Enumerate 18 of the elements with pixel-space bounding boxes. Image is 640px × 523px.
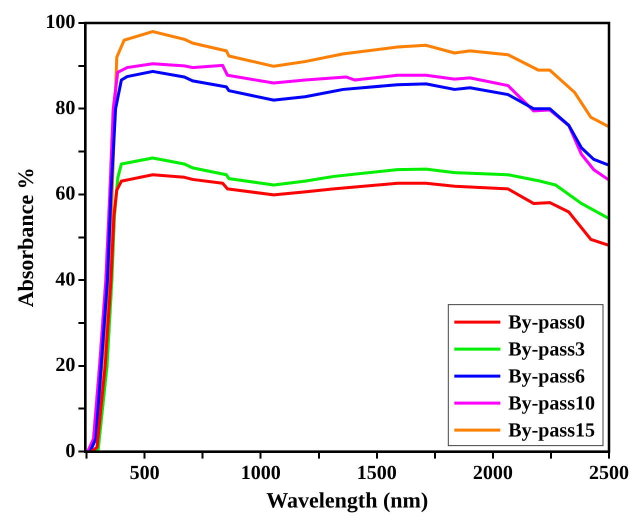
y-tick-label: 100	[45, 11, 76, 34]
x-tick-label: 1000	[240, 462, 281, 484]
y-tick-label: 80	[55, 96, 76, 119]
y-tick-label: 60	[55, 182, 76, 205]
x-tick-label: 500	[130, 462, 160, 484]
legend-label: By-pass6	[508, 365, 586, 388]
x-tick-label: 1500	[356, 462, 397, 484]
y-axis-title: Absorbance %	[12, 167, 38, 308]
legend-label: By-pass3	[508, 338, 586, 360]
legend-label: By-pass10	[508, 392, 596, 414]
legend-label: By-pass15	[508, 419, 596, 442]
x-tick-label: 2000	[472, 462, 513, 484]
y-tick-label: 40	[55, 268, 76, 290]
x-tick-label: 2500	[589, 462, 629, 484]
legend-label: By-pass0	[508, 311, 586, 334]
x-axis-title: Wavelength (nm)	[266, 487, 428, 512]
y-tick-label: 20	[55, 354, 76, 376]
y-tick-label: 0	[65, 440, 76, 462]
